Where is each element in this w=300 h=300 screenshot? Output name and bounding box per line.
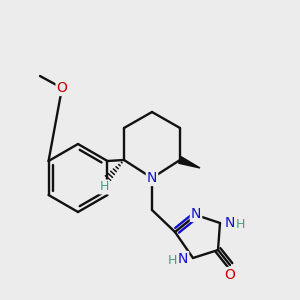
Text: N: N bbox=[178, 252, 188, 266]
Text: N: N bbox=[147, 171, 157, 185]
Text: H: H bbox=[99, 181, 109, 194]
Text: O: O bbox=[225, 268, 236, 282]
Text: H: H bbox=[235, 218, 245, 230]
Text: H: H bbox=[167, 254, 177, 266]
Polygon shape bbox=[179, 157, 200, 168]
Text: O: O bbox=[57, 81, 68, 95]
Text: N: N bbox=[191, 207, 201, 221]
Text: N: N bbox=[225, 216, 235, 230]
